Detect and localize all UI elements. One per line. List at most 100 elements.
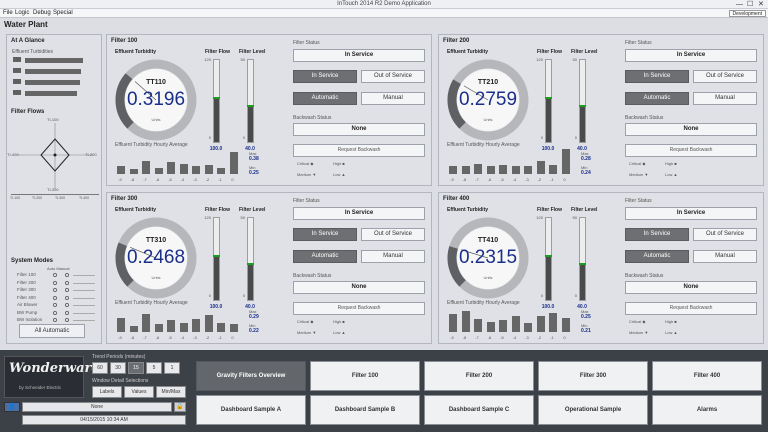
flow-scale-bottom: 0 [208, 135, 211, 140]
nav-button[interactable]: Gravity Filters Overview [196, 361, 306, 391]
automatic-button[interactable]: Automatic [293, 92, 357, 105]
nav-button[interactable]: Dashboard Sample B [310, 395, 420, 425]
detail-button[interactable]: Min/Max [156, 386, 186, 398]
at-a-glance-panel: At A Glance Effluent Turbidities 100 200… [6, 34, 102, 344]
filter-flow-label: Filter Flow [537, 49, 562, 55]
page-title: Water Plant [4, 20, 48, 29]
trend-period-button[interactable]: 1 [164, 362, 180, 374]
effluent-turbidity-label: Effluent Turbidity [447, 207, 489, 213]
in-service-button[interactable]: In Service [625, 70, 689, 83]
menu-debug[interactable]: Debug [33, 10, 51, 16]
manual-button[interactable]: Manual [693, 250, 757, 263]
turbidity-label: Effluent Turbidities [12, 49, 54, 55]
trend-period-button[interactable]: 5 [146, 362, 162, 374]
lock-icon[interactable]: 🔒 [174, 402, 186, 412]
filter-flow-value: 100.0 [209, 304, 223, 310]
minimize-button[interactable]: — [736, 1, 743, 8]
mode-auto-radio[interactable] [53, 303, 57, 307]
hourly-avg-label: Effluent Turbidity Hourly Average [115, 300, 188, 306]
filter-level-value: 40.0 [577, 146, 587, 152]
trend-period-button[interactable]: 30 [110, 362, 126, 374]
manual-button[interactable]: Manual [361, 250, 425, 263]
request-backwash-button[interactable]: Request Backwash [293, 302, 425, 315]
hist-label: 0 [231, 335, 234, 340]
mode-line [73, 282, 95, 284]
nav-button[interactable]: Filter 400 [652, 361, 762, 391]
mode-manual-radio[interactable] [65, 303, 69, 307]
out-of-service-button[interactable]: Out of Service [361, 228, 425, 241]
mode-auto-radio[interactable] [53, 280, 57, 285]
hist-bar [179, 322, 188, 332]
mode-manual-radio[interactable] [65, 318, 69, 322]
in-service-button[interactable]: In Service [293, 228, 357, 241]
nav-button[interactable]: Filter 200 [424, 361, 534, 391]
close-button[interactable]: ✕ [758, 1, 764, 8]
hist-bar [486, 166, 495, 174]
all-automatic-button[interactable]: All Automatic [19, 324, 85, 338]
nav-button[interactable]: Filter 100 [310, 361, 420, 391]
legend-high: High ■ [333, 319, 345, 324]
hist-label: -5 [168, 335, 172, 340]
detail-button[interactable]: Values [124, 386, 154, 398]
flow-axis-label-3: TI-300 [55, 196, 66, 200]
user-icon[interactable]: 👤 [4, 402, 20, 412]
level-marker [247, 105, 254, 108]
hist-label: -3 [525, 177, 529, 182]
legend-critical: Critical ◆ [297, 161, 314, 166]
nav-button[interactable]: Filter 300 [538, 361, 648, 391]
menu-file[interactable]: File [3, 10, 13, 16]
mode-manual-radio[interactable] [65, 273, 69, 277]
datetime-display: 04/15/2015 10:34 AM [22, 415, 186, 425]
maximize-button[interactable]: ☐ [747, 1, 754, 8]
filter-status-label: Filter Status [625, 198, 652, 204]
nav-button[interactable]: Operational Sample [538, 395, 648, 425]
modes-header: Auto Manual [47, 266, 70, 271]
mode-auto-radio[interactable] [53, 288, 57, 292]
hist-label: 0 [231, 177, 234, 182]
filter-flow-bar [545, 59, 552, 143]
user-field[interactable]: None [22, 402, 172, 412]
nav-button[interactable]: Dashboard Sample C [424, 395, 534, 425]
automatic-button[interactable]: Automatic [293, 250, 357, 263]
nav-button[interactable]: Dashboard Sample A [196, 395, 306, 425]
filter-status-value: In Service [625, 207, 757, 220]
detail-button[interactable]: Labels [92, 386, 122, 398]
mode-line [73, 320, 95, 321]
automatic-button[interactable]: Automatic [625, 92, 689, 105]
filter-title: Filter 300 [111, 196, 138, 202]
request-backwash-button[interactable]: Request Backwash [293, 144, 425, 157]
filter-flow-bar [213, 217, 220, 301]
hist-label: -9 [450, 177, 454, 182]
trend-period-button[interactable]: 15 [128, 362, 144, 374]
nav-button[interactable]: Alarms [652, 395, 762, 425]
menu-special[interactable]: Special [53, 10, 73, 16]
in-service-button[interactable]: In Service [293, 70, 357, 83]
flow-label-bottom: TI-300 [47, 187, 59, 192]
out-of-service-button[interactable]: Out of Service [693, 70, 757, 83]
manual-button[interactable]: Manual [693, 92, 757, 105]
hist-bar [129, 169, 138, 174]
in-service-button[interactable]: In Service [625, 228, 689, 241]
trend-period-button[interactable]: 60 [92, 362, 108, 374]
mode-manual-radio[interactable] [65, 310, 69, 315]
manual-button[interactable]: Manual [361, 92, 425, 105]
hist-bar [561, 149, 570, 174]
mode-manual-radio[interactable] [65, 280, 69, 285]
max-value: 0.29 [249, 314, 259, 320]
mode-manual-radio[interactable] [65, 288, 69, 292]
mode-manual-radio[interactable] [65, 295, 69, 300]
automatic-button[interactable]: Automatic [625, 250, 689, 263]
legend-medium: Medium ▼ [629, 172, 649, 177]
mode-auto-radio[interactable] [53, 310, 57, 315]
out-of-service-button[interactable]: Out of Service [361, 70, 425, 83]
mode-auto-radio[interactable] [53, 295, 57, 300]
mode-auto-radio[interactable] [53, 273, 57, 277]
menu-logic[interactable]: Logic [15, 10, 30, 16]
max-label: Max [249, 151, 257, 156]
request-backwash-button[interactable]: Request Backwash [625, 144, 757, 157]
hist-bar [461, 311, 470, 332]
environment-badge[interactable]: Development [728, 10, 766, 17]
out-of-service-button[interactable]: Out of Service [693, 228, 757, 241]
request-backwash-button[interactable]: Request Backwash [625, 302, 757, 315]
mode-auto-radio[interactable] [53, 318, 57, 322]
